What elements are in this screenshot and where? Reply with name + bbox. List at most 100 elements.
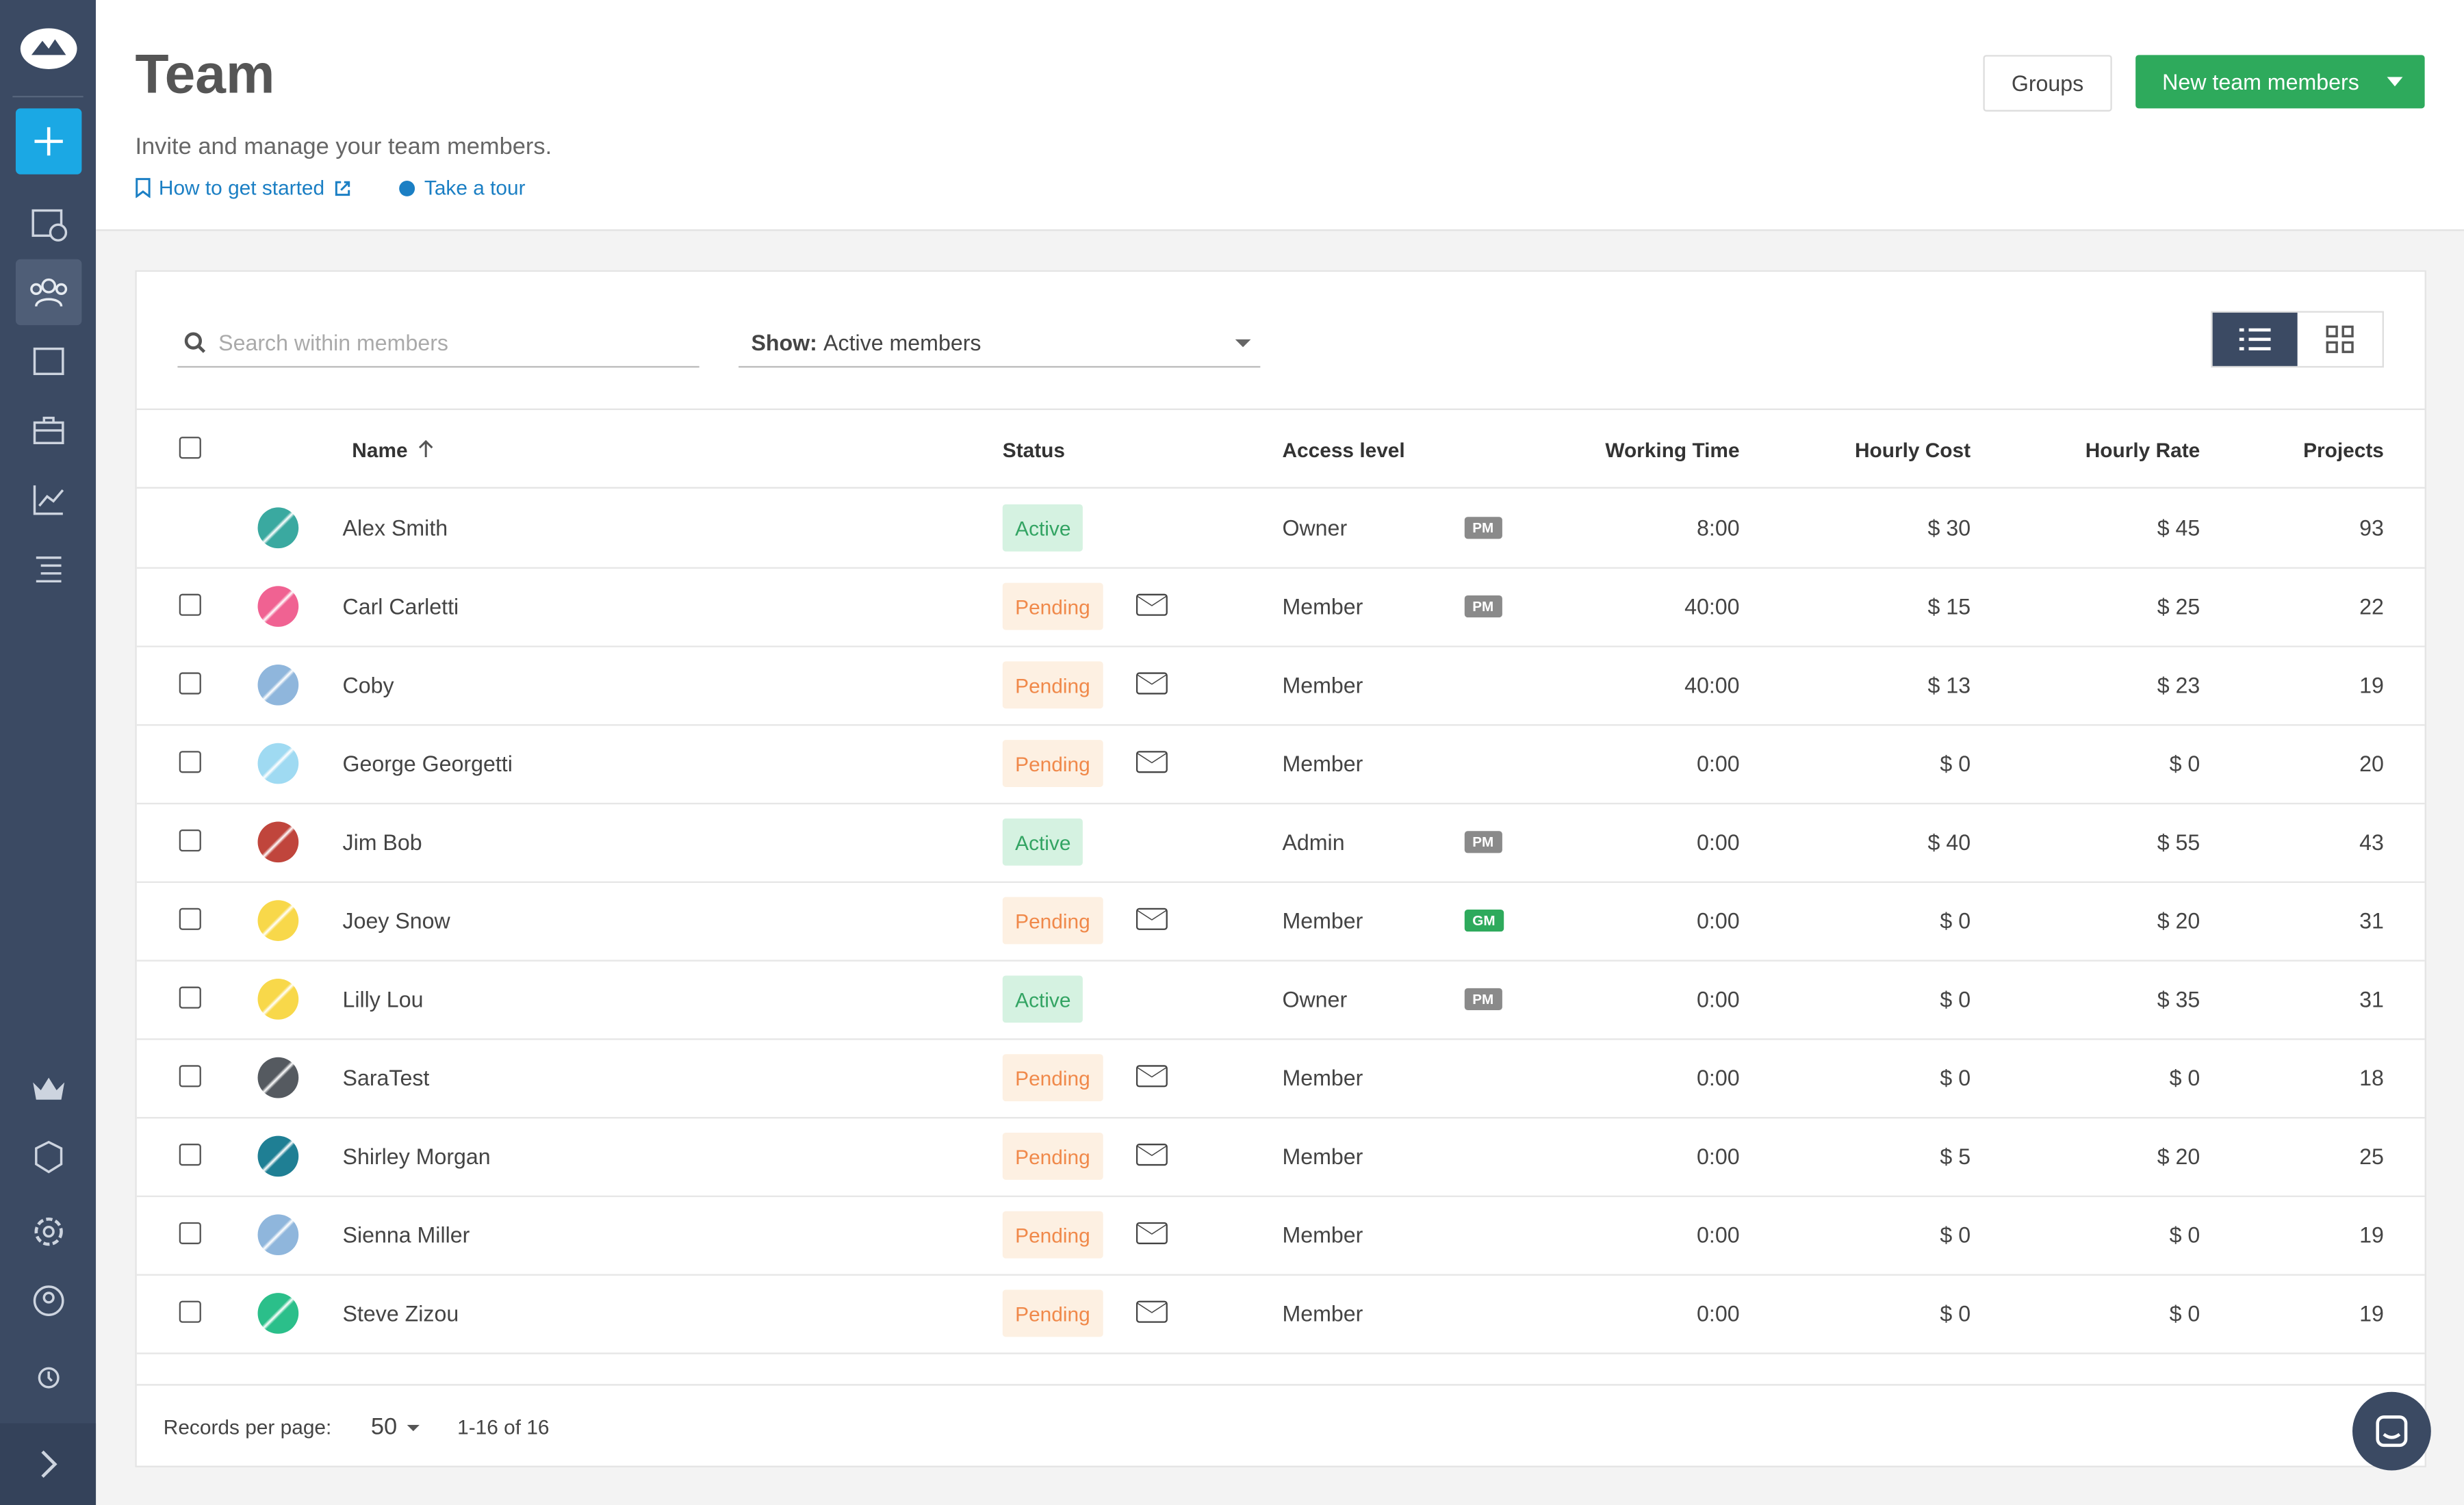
row-checkbox[interactable] <box>179 1222 201 1244</box>
select-all-checkbox[interactable] <box>179 437 201 459</box>
nav-history[interactable] <box>16 1345 81 1411</box>
nav-upgrade[interactable] <box>16 1056 81 1122</box>
grid-view-button[interactable] <box>2298 313 2383 366</box>
show-filter[interactable]: Show: Active members <box>739 319 1261 368</box>
row-checkbox[interactable] <box>179 908 201 930</box>
nav-reports[interactable] <box>16 467 81 532</box>
access-level: Member <box>1282 1065 1363 1091</box>
avatar <box>257 1135 299 1177</box>
hourly-rate: $ 45 <box>2157 515 2200 541</box>
table-row: Joey Snow Pending Member GM 0:00 $ 0 $ 20 31 <box>136 882 2425 962</box>
row-checkbox[interactable] <box>179 593 201 616</box>
avatar <box>257 743 299 784</box>
per-page-select[interactable]: 50 <box>370 1413 420 1441</box>
row-checkbox[interactable] <box>179 1144 201 1166</box>
project-count: 31 <box>2359 908 2384 934</box>
search-input[interactable]: Search within members <box>177 319 700 368</box>
filter-label: Show: <box>751 330 817 355</box>
nav-team[interactable] <box>15 259 82 326</box>
invite-icon[interactable] <box>1135 672 1168 695</box>
nav-settings[interactable] <box>16 1198 81 1264</box>
role-badge: PM <box>1464 831 1502 853</box>
role-badge: PM <box>1464 988 1502 1010</box>
working-time: 0:00 <box>1697 1222 1740 1248</box>
status-pill: Pending <box>1002 1054 1103 1102</box>
avatar <box>257 507 299 549</box>
chat-button[interactable] <box>2352 1391 2431 1471</box>
status-pill: Pending <box>1002 1211 1103 1259</box>
avatar <box>257 1214 299 1256</box>
avatar <box>257 979 299 1020</box>
working-time: 0:00 <box>1697 1065 1740 1091</box>
table-row: Steve Zizou Pending Member 0:00 $ 0 $ 0 19 <box>136 1274 2425 1354</box>
avatar <box>257 664 299 706</box>
row-checkbox[interactable] <box>179 829 201 852</box>
hourly-rate: $ 35 <box>2157 986 2200 1012</box>
working-time: 0:00 <box>1697 829 1740 855</box>
hourly-cost: $ 0 <box>1940 751 1971 776</box>
column-header: Projects <box>2303 437 2384 461</box>
invite-icon[interactable] <box>1135 1065 1168 1088</box>
invite-icon[interactable] <box>1135 1222 1168 1244</box>
role-badge: PM <box>1464 595 1502 618</box>
invite-icon[interactable] <box>1135 593 1168 616</box>
link-text: Take a tour <box>424 176 526 200</box>
row-checkbox[interactable] <box>179 751 201 773</box>
nav-integrations[interactable] <box>16 1125 81 1191</box>
working-time: 40:00 <box>1684 672 1740 698</box>
divider <box>136 408 2425 411</box>
access-level: Admin <box>1282 829 1345 855</box>
invite-icon[interactable] <box>1135 1144 1168 1166</box>
hourly-rate: $ 0 <box>2169 1300 2200 1326</box>
status-pill: Pending <box>1002 1289 1103 1337</box>
access-level: Member <box>1282 672 1363 698</box>
row-checkbox[interactable] <box>179 1065 201 1088</box>
tour-link[interactable]: Take a tour <box>398 176 526 200</box>
groups-button[interactable]: Groups <box>1983 55 2112 112</box>
hourly-rate: $ 55 <box>2157 829 2200 855</box>
access-level: Owner <box>1282 986 1348 1012</box>
expand-button[interactable] <box>0 1423 97 1505</box>
hourly-rate: $ 0 <box>2169 1222 2200 1248</box>
access-level: Member <box>1282 908 1363 934</box>
role-badge: GM <box>1464 910 1504 932</box>
nav-list[interactable] <box>16 536 81 602</box>
per-page-label: Records per page: <box>163 1415 332 1439</box>
member-name: Carl Carletti <box>342 593 459 619</box>
member-name: Coby <box>342 672 394 698</box>
working-time: 0:00 <box>1697 1144 1740 1169</box>
invite-icon[interactable] <box>1135 908 1168 930</box>
per-page-value: 50 <box>370 1413 398 1441</box>
invite-icon[interactable] <box>1135 1300 1168 1323</box>
nav-clients[interactable] <box>16 398 81 463</box>
column-header: Hourly Rate <box>2085 437 2200 461</box>
row-checkbox[interactable] <box>179 986 201 1009</box>
new-members-button[interactable]: New team members <box>2135 55 2425 109</box>
project-count: 43 <box>2359 829 2384 855</box>
nav-schedule[interactable] <box>16 190 81 256</box>
button-text: New team members <box>2162 68 2359 94</box>
add-button[interactable] <box>15 108 82 175</box>
nav-profile[interactable] <box>16 1268 81 1333</box>
page-range: 1-16 of 16 <box>457 1415 550 1439</box>
help-link[interactable]: How to get started <box>135 176 351 200</box>
invite-icon[interactable] <box>1135 751 1168 773</box>
member-name: Steve Zizou <box>342 1300 459 1326</box>
table-row: Coby Pending Member 40:00 $ 13 $ 23 19 <box>136 645 2425 726</box>
access-level: Member <box>1282 751 1363 776</box>
list-view-button[interactable] <box>2212 312 2298 366</box>
table-body: Alex Smith Active Owner PM 8:00 $ 30 $ 45 93 Car… <box>136 489 2425 1384</box>
status-pill: Pending <box>1002 740 1103 788</box>
nav-projects[interactable] <box>16 329 81 394</box>
sort-icon[interactable] <box>417 439 436 459</box>
row-checkbox[interactable] <box>179 1300 201 1323</box>
avatar <box>257 900 299 941</box>
view-toggle <box>2211 311 2384 368</box>
hourly-rate: $ 20 <box>2157 908 2200 934</box>
hourly-cost: $ 13 <box>1927 672 1971 698</box>
role-badge: PM <box>1464 517 1502 539</box>
row-checkbox[interactable] <box>179 672 201 695</box>
hourly-cost: $ 0 <box>1940 1300 1971 1326</box>
access-level: Member <box>1282 1222 1363 1248</box>
